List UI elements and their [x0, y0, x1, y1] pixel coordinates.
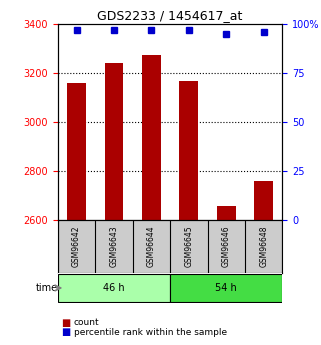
Text: 54 h: 54 h [215, 283, 237, 293]
FancyBboxPatch shape [58, 274, 170, 302]
Bar [67, 83, 86, 220]
FancyBboxPatch shape [170, 274, 282, 302]
Text: ■: ■ [61, 327, 70, 337]
Text: GSM96642: GSM96642 [72, 226, 81, 267]
Bar [179, 81, 198, 220]
Bar [142, 55, 161, 220]
Text: GSM96645: GSM96645 [184, 226, 193, 267]
Text: count: count [74, 318, 100, 327]
Bar [254, 181, 273, 220]
Text: GSM96646: GSM96646 [222, 226, 231, 267]
Bar [105, 63, 123, 220]
Text: GSM96644: GSM96644 [147, 226, 156, 267]
Bar [217, 206, 236, 220]
Text: time: time [36, 283, 58, 293]
Text: 46 h: 46 h [103, 283, 125, 293]
Title: GDS2233 / 1454617_at: GDS2233 / 1454617_at [98, 9, 243, 22]
Text: ■: ■ [61, 318, 70, 327]
Text: GSM96648: GSM96648 [259, 226, 268, 267]
Text: percentile rank within the sample: percentile rank within the sample [74, 328, 227, 337]
Text: GSM96643: GSM96643 [109, 226, 118, 267]
